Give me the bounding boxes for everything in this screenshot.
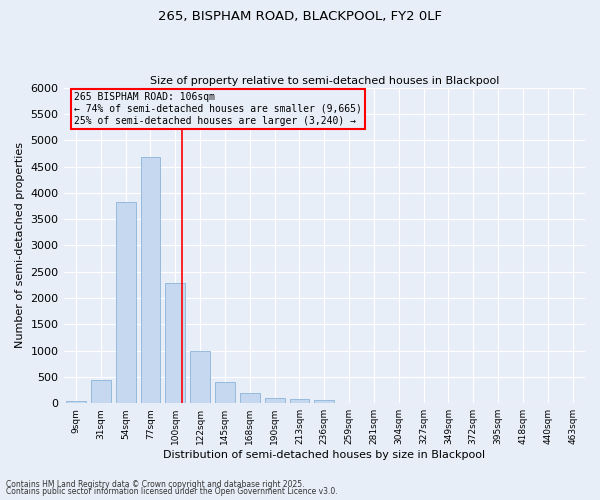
Y-axis label: Number of semi-detached properties: Number of semi-detached properties	[15, 142, 25, 348]
Bar	[215, 382, 235, 403]
Bar	[314, 400, 334, 403]
Bar	[116, 202, 136, 403]
Text: Contains HM Land Registry data © Crown copyright and database right 2025.: Contains HM Land Registry data © Crown c…	[6, 480, 305, 489]
Text: Contains public sector information licensed under the Open Government Licence v3: Contains public sector information licen…	[6, 487, 338, 496]
Bar	[190, 350, 210, 403]
Bar	[140, 157, 160, 403]
Text: 265 BISPHAM ROAD: 106sqm
← 74% of semi-detached houses are smaller (9,665)
25% o: 265 BISPHAM ROAD: 106sqm ← 74% of semi-d…	[74, 92, 362, 126]
Title: Size of property relative to semi-detached houses in Blackpool: Size of property relative to semi-detach…	[149, 76, 499, 86]
Bar	[290, 400, 310, 403]
Text: 265, BISPHAM ROAD, BLACKPOOL, FY2 0LF: 265, BISPHAM ROAD, BLACKPOOL, FY2 0LF	[158, 10, 442, 23]
Bar	[166, 284, 185, 403]
Bar	[91, 380, 111, 403]
Bar	[66, 400, 86, 403]
Bar	[240, 392, 260, 403]
Bar	[265, 398, 284, 403]
X-axis label: Distribution of semi-detached houses by size in Blackpool: Distribution of semi-detached houses by …	[163, 450, 485, 460]
